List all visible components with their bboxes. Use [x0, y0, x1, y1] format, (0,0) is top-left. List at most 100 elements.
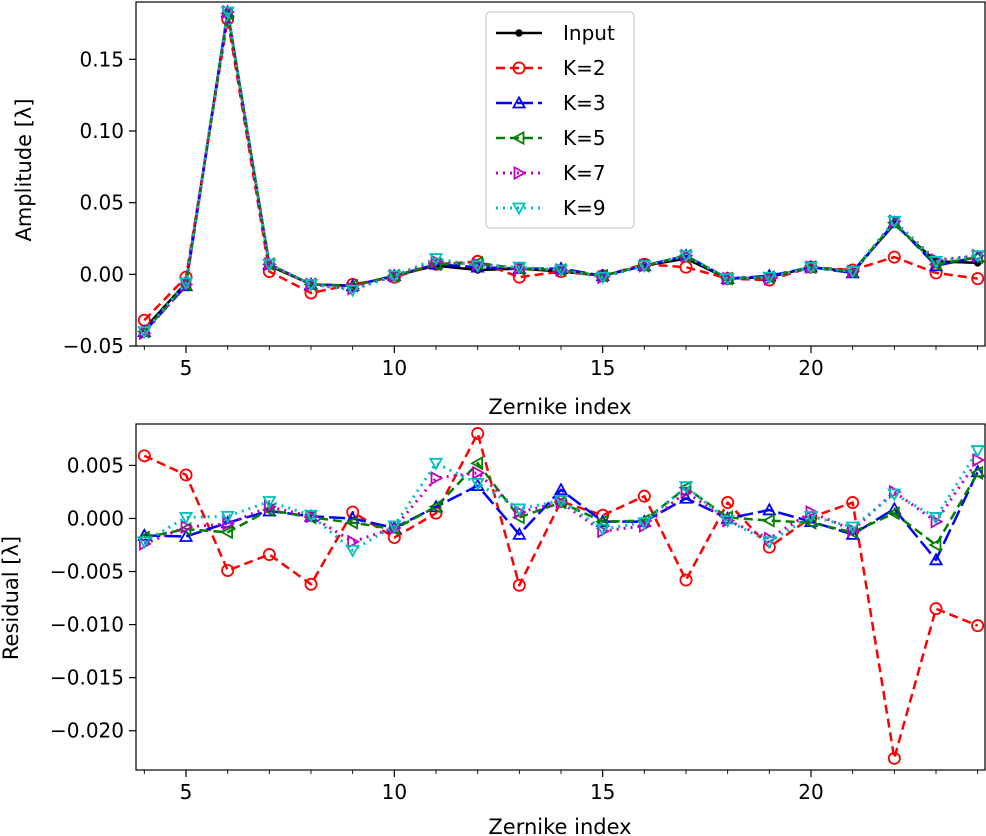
residual-series-k2-point	[846, 496, 860, 510]
residual-series-k9-point	[178, 512, 194, 525]
residual-series-k2-point	[471, 427, 485, 441]
residual-ytick-label: 0.005	[67, 453, 124, 477]
amplitude-xtick-label: 10	[382, 356, 407, 380]
legend-label: K=2	[563, 56, 606, 80]
amplitude-series-k2-point	[887, 250, 901, 264]
amplitude-series-k9-point	[303, 278, 319, 292]
legend-marker	[511, 130, 525, 146]
residual-series-k9-point	[137, 536, 152, 550]
legend-marker	[515, 29, 523, 37]
legend-label: K=9	[563, 196, 606, 220]
legend-marker	[511, 202, 527, 216]
amplitude-series-k9-point	[470, 260, 485, 274]
residual-series-k7-point	[680, 484, 694, 500]
residual-series-k2-point	[262, 548, 276, 562]
amplitude-xtick-label: 15	[590, 356, 615, 380]
amplitude-series-k9-point	[803, 261, 819, 275]
amplitude-series-k2-point	[971, 272, 985, 286]
legend-label: Input	[563, 21, 615, 45]
residual-series-k2-point	[179, 468, 193, 482]
residual-series-k2-point	[971, 619, 985, 633]
legend-label: K=3	[563, 91, 606, 115]
residual-series-k9-point	[387, 520, 402, 534]
residual-series-k9-point	[428, 457, 444, 471]
residual-plot-area: 5 10 15 20 −0.020 −0.015 −0.010 −0.005 0.000 0.00…	[50, 423, 986, 804]
residual-series-k2	[137, 427, 985, 765]
amplitude-series-k9-point	[595, 271, 610, 285]
amplitude-series-k9-point	[887, 215, 902, 229]
residual-series-k9-point	[595, 523, 610, 537]
residual-series-k2-point	[721, 496, 735, 510]
residual-series-k9-point	[262, 496, 277, 509]
residual-series-k9-point	[303, 509, 319, 523]
residual-series-k5-point	[886, 506, 900, 521]
amplitude-ytick-label: 0.10	[79, 119, 124, 143]
residual-series-k9-point	[345, 544, 360, 558]
legend: Input K=2 K=3 K=5 K=7 K=9	[485, 11, 635, 229]
residual-series-k2-point	[887, 751, 901, 765]
amplitude-series-k9-point	[262, 258, 277, 272]
residual-ytick-label: −0.015	[50, 666, 124, 690]
legend-entry-input: Input	[496, 21, 615, 45]
amplitude-series-k9-point	[137, 326, 152, 340]
legend-entry-k9: K=9	[496, 196, 606, 220]
amplitude-ylabel: Amplitude [λ]	[12, 98, 36, 241]
amplitude-plot-area: 5 10 15 20 −0.05 0.00 0.05 0.10 0.15	[63, 1, 986, 380]
legend-label: K=7	[563, 161, 606, 185]
residual-series-k5-point	[845, 525, 859, 540]
amplitude-ytick-label: 0.05	[79, 191, 124, 215]
residual-series-k7-point	[972, 452, 986, 468]
residual-series-k2-point	[221, 563, 235, 577]
residual-series-k9-point	[803, 510, 819, 524]
residual-series-k3-point	[178, 529, 194, 542]
residual-series-k3-point	[762, 502, 777, 516]
legend-marker	[512, 61, 526, 75]
residual-series-k9-point	[678, 481, 694, 495]
residual-series-k5-point	[428, 499, 442, 514]
residual-series-k9-point	[928, 512, 944, 525]
residual-series-k2-point	[929, 602, 943, 616]
amplitude-series-k9-point	[637, 260, 652, 274]
residual-series-k2-point	[679, 573, 693, 587]
residual-xtick-label: 10	[382, 780, 407, 804]
residual-panel: 5 10 15 20 −0.020 −0.015 −0.010 −0.005 0.000 0.00…	[0, 423, 986, 836]
legend-marker	[513, 165, 527, 181]
residual-series-k9-point	[512, 503, 527, 517]
amplitude-xlabel: Zernike index	[488, 395, 631, 419]
residual-series-k7-point	[472, 465, 486, 480]
residual-series-k9-point	[553, 495, 569, 508]
residual-xlabel: Zernike index	[488, 815, 631, 836]
amplitude-xtick-label: 5	[180, 356, 193, 380]
amplitude-series-k9-point	[720, 273, 735, 287]
residual-series-k9-point	[220, 510, 235, 524]
amplitude-series-k9-line	[143, 10, 978, 333]
legend-entry-k3: K=3	[496, 91, 606, 115]
residual-series-k2-point	[637, 489, 651, 503]
amplitude-series-k9-point	[178, 277, 194, 291]
residual-series-k7-point	[930, 514, 944, 529]
residual-series-k3-point	[928, 552, 944, 566]
residual-ytick-label: −0.020	[50, 719, 124, 743]
residual-series-k5-point	[345, 515, 359, 530]
residual-series-k7-point	[180, 519, 194, 535]
residual-series-k2-line	[143, 432, 979, 760]
residual-series-k7-point	[263, 499, 277, 514]
residual-series-k9-point	[637, 517, 652, 531]
residual-series-k3-point	[678, 490, 694, 504]
residual-series-k3-point	[512, 526, 527, 540]
residual-series-k5-point	[178, 521, 192, 537]
residual-series-k2-point	[512, 578, 526, 592]
residual-series-k3-line	[144, 471, 979, 562]
amplitude-series-k9-point	[678, 250, 694, 264]
residual-series-k5-point	[470, 456, 484, 471]
residual-series-k9-point	[470, 478, 485, 491]
amplitude-ytick-label: 0.00	[79, 262, 124, 286]
residual-ytick-label: 0.000	[67, 506, 124, 530]
amplitude-ytick-label: 0.15	[79, 47, 124, 71]
residual-series-k5-point	[761, 513, 775, 528]
residual-series-k5-point	[220, 525, 234, 540]
legend-marker	[511, 95, 527, 109]
residual-ylabel: Residual [λ]	[0, 536, 23, 660]
residual-ytick-label: −0.005	[50, 560, 124, 584]
amplitude-series-k9-point	[845, 266, 860, 279]
